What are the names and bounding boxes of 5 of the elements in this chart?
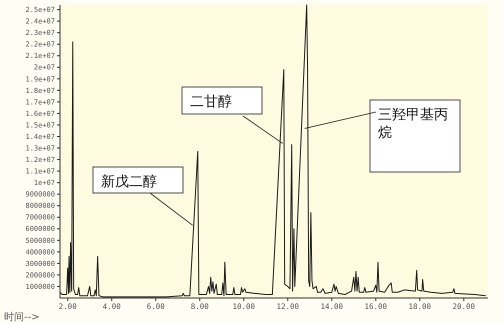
- annotation: 二甘醇: [190, 94, 232, 110]
- annotation: 新戊二醇: [101, 174, 157, 190]
- annotation: 三羟甲基丙烷: [378, 107, 448, 141]
- line-series: [60, 4, 486, 298]
- x-axis-title: 时间-->: [4, 311, 40, 323]
